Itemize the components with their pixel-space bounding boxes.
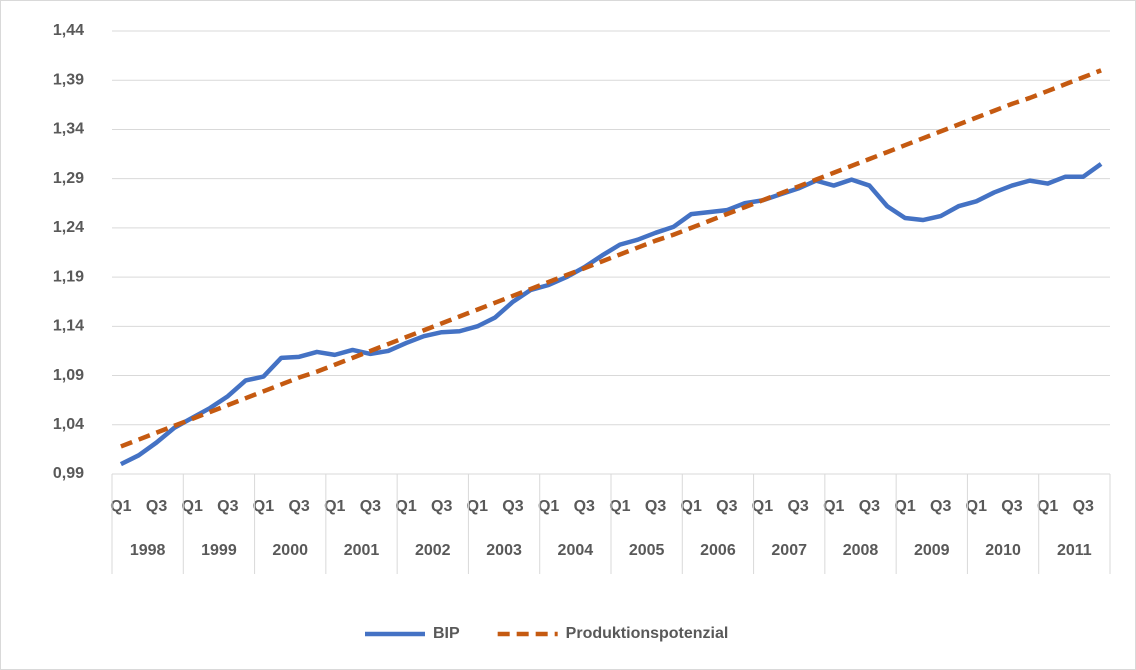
x-group-label: 2001	[344, 542, 380, 559]
x-tick-label: Q1	[467, 498, 488, 515]
x-tick-label: Q1	[182, 498, 203, 515]
y-tick-label: 1,34	[53, 121, 84, 138]
x-tick-label: Q1	[966, 498, 987, 515]
x-tick-label: Q1	[609, 498, 630, 515]
x-tick-label: Q1	[823, 498, 844, 515]
x-group-label: 1999	[201, 542, 237, 559]
x-group-label: 2010	[985, 542, 1021, 559]
x-group-label: 2007	[771, 542, 807, 559]
x-tick-label: Q3	[787, 498, 808, 515]
y-tick-label: 1,29	[53, 170, 84, 187]
x-tick-label: Q3	[716, 498, 737, 515]
x-tick-label: Q1	[681, 498, 702, 515]
x-group-label: 2009	[914, 542, 950, 559]
y-tick-label: 1,14	[53, 318, 84, 335]
x-tick-label: Q3	[930, 498, 951, 515]
x-tick-label: Q3	[645, 498, 666, 515]
y-tick-label: 1,04	[53, 416, 84, 433]
y-tick-label: 1,39	[53, 71, 84, 88]
x-tick-label: Q3	[574, 498, 595, 515]
x-tick-label: Q1	[253, 498, 274, 515]
x-tick-label: Q1	[324, 498, 345, 515]
series-line	[120, 68, 1102, 449]
x-tick-label: Q1	[538, 498, 559, 515]
y-tick-label: 1,44	[53, 22, 84, 39]
y-tick-label: 1,19	[53, 268, 84, 285]
x-group-label: 2004	[558, 542, 594, 559]
x-tick-label: Q3	[1073, 498, 1094, 515]
x-tick-label: Q3	[217, 498, 238, 515]
x-tick-label: Q3	[360, 498, 381, 515]
x-tick-label: Q3	[288, 498, 309, 515]
legend-label: Produktionspotenzial	[566, 625, 729, 642]
x-group-label: 2005	[629, 542, 665, 559]
x-tick-label: Q3	[1001, 498, 1022, 515]
x-tick-label: Q3	[502, 498, 523, 515]
x-group-label: 1998	[130, 542, 166, 559]
x-tick-label: Q1	[894, 498, 915, 515]
x-tick-label: Q1	[110, 498, 131, 515]
x-group-label: 2003	[486, 542, 522, 559]
x-tick-label: Q1	[395, 498, 416, 515]
x-group-label: 2006	[700, 542, 736, 559]
x-tick-label: Q3	[859, 498, 880, 515]
y-tick-label: 0,99	[53, 465, 84, 482]
x-tick-label: Q1	[752, 498, 773, 515]
x-group-label: 2011	[1057, 542, 1092, 559]
y-tick-label: 1,09	[53, 367, 84, 384]
x-tick-label: Q1	[1037, 498, 1058, 515]
x-tick-label: Q3	[431, 498, 452, 515]
y-tick-label: 1,24	[53, 219, 84, 236]
x-group-label: 2000	[272, 542, 308, 559]
series-line	[119, 162, 1103, 467]
x-group-label: 2008	[843, 542, 879, 559]
x-group-label: 2002	[415, 542, 451, 559]
legend-label: BIP	[433, 625, 460, 642]
x-tick-label: Q3	[146, 498, 167, 515]
